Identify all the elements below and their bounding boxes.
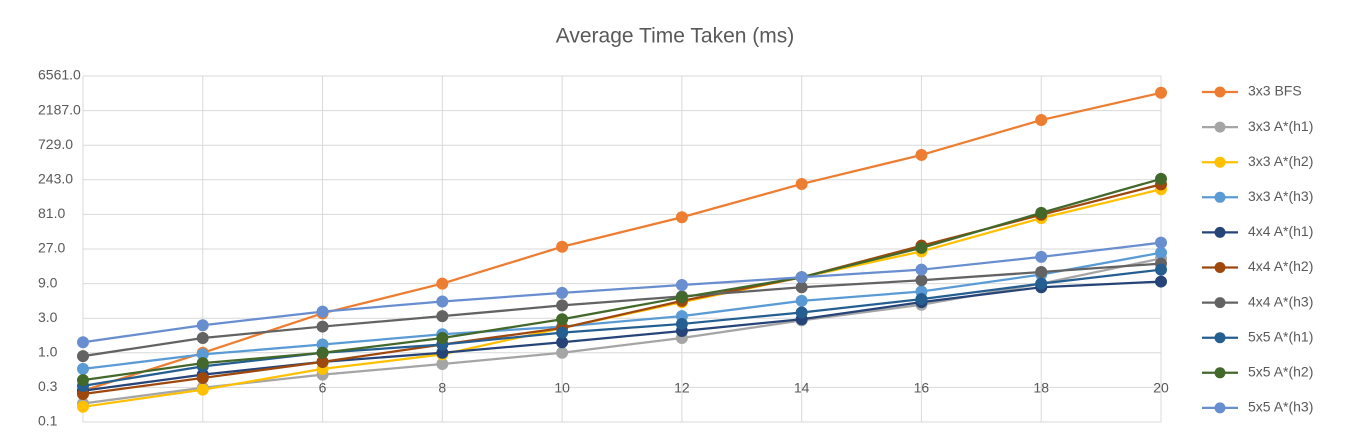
legend-label: 4x4 A*(h2) bbox=[1248, 258, 1313, 274]
legend-marker bbox=[1214, 367, 1226, 379]
marker bbox=[1035, 250, 1048, 263]
x-tick-label: 12 bbox=[674, 380, 690, 396]
series-line bbox=[82, 177, 1162, 382]
y-tick-label: 3.0 bbox=[38, 309, 58, 325]
marker bbox=[77, 350, 89, 363]
marker bbox=[1035, 277, 1048, 290]
series-line bbox=[82, 262, 1162, 358]
marker bbox=[556, 326, 569, 339]
marker bbox=[196, 319, 209, 332]
marker bbox=[556, 286, 569, 299]
x-tick-label: 8 bbox=[438, 380, 446, 396]
legend-label: 5x5 A*(h2) bbox=[1248, 364, 1313, 380]
y-tick-label: 0.1 bbox=[38, 413, 58, 429]
legend-marker bbox=[1214, 156, 1226, 168]
legend-marker bbox=[1214, 297, 1226, 309]
marker bbox=[1155, 172, 1167, 185]
marker bbox=[316, 346, 329, 359]
y-tick-label: 81.0 bbox=[38, 205, 65, 221]
legend-marker bbox=[1214, 86, 1226, 98]
y-tick-label: 27.0 bbox=[38, 240, 65, 256]
marker bbox=[1155, 236, 1167, 249]
marker bbox=[196, 383, 209, 396]
marker bbox=[915, 263, 928, 276]
legend-marker bbox=[1214, 402, 1226, 414]
marker bbox=[556, 240, 569, 253]
marker bbox=[675, 291, 688, 304]
marker bbox=[196, 371, 209, 384]
series-line bbox=[82, 280, 1162, 392]
series-line bbox=[82, 251, 1162, 371]
marker bbox=[196, 331, 209, 344]
marker bbox=[316, 320, 329, 333]
marker bbox=[675, 279, 688, 292]
marker bbox=[1035, 206, 1048, 219]
marker bbox=[1035, 266, 1048, 279]
legend-label: 5x5 A*(h1) bbox=[1248, 328, 1313, 344]
marker bbox=[556, 346, 569, 359]
y-tick-label: 729.0 bbox=[38, 136, 73, 152]
legend-label: 3x3 BFS bbox=[1248, 83, 1302, 99]
legend-label: 5x5 A*(h3) bbox=[1248, 399, 1313, 415]
legend-marker bbox=[1214, 226, 1226, 238]
legend-label: 3x3 A*(h3) bbox=[1248, 188, 1313, 204]
marker bbox=[915, 274, 928, 287]
marker bbox=[795, 281, 808, 294]
legend-label: 4x4 A*(h3) bbox=[1248, 293, 1313, 309]
legend-label: 3x3 A*(h2) bbox=[1248, 153, 1313, 169]
series-line bbox=[82, 268, 1162, 387]
y-tick-label: 1.0 bbox=[38, 344, 58, 360]
marker bbox=[77, 374, 89, 387]
marker bbox=[77, 336, 89, 349]
marker bbox=[1155, 86, 1167, 99]
legend-label: 3x3 A*(h1) bbox=[1248, 118, 1313, 134]
legend-marker bbox=[1214, 332, 1226, 344]
marker bbox=[436, 277, 449, 290]
y-tick-label: 2187.0 bbox=[38, 101, 81, 117]
marker bbox=[77, 362, 89, 375]
y-tick-label: 6561.0 bbox=[38, 67, 81, 83]
y-tick-label: 243.0 bbox=[38, 171, 73, 187]
series-line bbox=[82, 241, 1162, 344]
marker bbox=[915, 148, 928, 161]
legend-marker bbox=[1214, 121, 1226, 133]
marker bbox=[316, 305, 329, 318]
legend-marker bbox=[1214, 191, 1226, 203]
marker bbox=[795, 177, 808, 190]
x-tick-label: 14 bbox=[794, 380, 810, 396]
marker bbox=[675, 211, 688, 224]
y-tick-label: 0.3 bbox=[38, 378, 58, 394]
marker bbox=[795, 306, 808, 319]
x-tick-label: 20 bbox=[1153, 380, 1169, 396]
marker bbox=[436, 331, 449, 344]
x-tick-label: 6 bbox=[319, 380, 327, 396]
marker bbox=[436, 310, 449, 323]
marker bbox=[915, 241, 928, 254]
legend-marker bbox=[1214, 262, 1226, 273]
marker bbox=[795, 294, 808, 307]
marker bbox=[196, 357, 209, 370]
x-tick-label: 10 bbox=[554, 380, 570, 396]
y-tick-label: 9.0 bbox=[38, 274, 58, 290]
marker bbox=[915, 293, 928, 306]
marker bbox=[1155, 275, 1167, 288]
legend-label: 4x4 A*(h1) bbox=[1248, 223, 1313, 239]
marker bbox=[436, 295, 449, 308]
marker bbox=[795, 271, 808, 284]
marker bbox=[675, 317, 688, 330]
marker bbox=[1155, 246, 1167, 259]
x-tick-label: 18 bbox=[1033, 380, 1049, 396]
x-tick-label: 16 bbox=[914, 380, 930, 396]
marker bbox=[1155, 263, 1167, 276]
marker bbox=[77, 400, 89, 413]
marker bbox=[1035, 114, 1048, 127]
marker bbox=[556, 299, 569, 312]
chart-title: Average Time Taken (ms) bbox=[556, 25, 795, 48]
marker bbox=[556, 313, 569, 326]
